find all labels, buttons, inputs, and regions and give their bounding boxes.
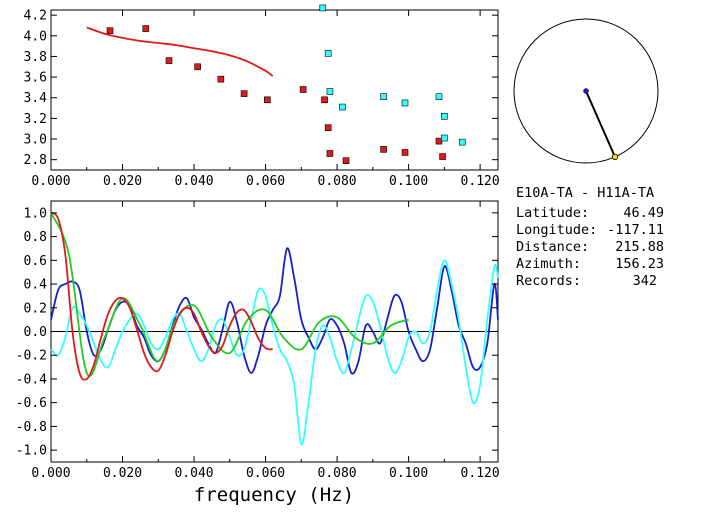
station-target-dot (611, 153, 619, 161)
bottom-panel: 0.000 0.020 0.040 0.060 0.080 0.100 0.120 1.0 0.… (16, 200, 500, 506)
x-tick-label: 0.000 (31, 174, 70, 189)
cyan-series-line (50, 259, 499, 446)
y-tick-label: 2.8 (24, 153, 47, 168)
x-tick-label: 0.100 (389, 466, 428, 481)
x-tick-label: 0.100 (389, 174, 428, 189)
red-data-point (321, 96, 328, 104)
cyan-data-point (380, 93, 387, 101)
y-tick-label: 1.0 (24, 206, 47, 221)
red-data-point (326, 150, 334, 157)
y-tick-label: 3.0 (24, 133, 47, 148)
red-data-point (324, 124, 332, 131)
x-axis-title: frequency (Hz) (194, 484, 354, 506)
red-data-point (401, 149, 409, 156)
red-data-point (342, 157, 350, 165)
x-tick-label: 0.120 (461, 174, 500, 189)
x-tick-label: 0.020 (103, 466, 142, 481)
red-series-line (50, 212, 273, 381)
y-tick-label: 4.2 (24, 9, 47, 24)
y-tick-label: -1.0 (16, 444, 47, 459)
x-tick-label: 0.060 (246, 174, 285, 189)
latitude-label: Latitude: (516, 205, 589, 221)
cyan-data-point (326, 88, 334, 95)
station-info: E10A-TA - H11A-TA Latitude: 46.49 Longit… (516, 185, 664, 289)
latitude-value: 46.49 (623, 205, 664, 221)
x-tick-label: 0.040 (174, 174, 213, 189)
y-tick-label: -0.6 (16, 396, 47, 411)
azimuth-label: Azimuth: (516, 256, 581, 272)
cyan-data-point (339, 103, 346, 111)
records-label: Records: (516, 273, 581, 289)
red-data-point (194, 63, 201, 71)
cyan-data-point (441, 113, 448, 120)
red-data-point (106, 27, 114, 34)
top-panel-frame (50, 9, 499, 171)
cyan-data-point (435, 93, 443, 101)
cyan-data-point (401, 99, 409, 107)
x-tick-label: 0.000 (31, 466, 70, 481)
longitude-label: Longitude: (516, 222, 597, 238)
cyan-data-point (319, 4, 327, 12)
azimuth-value: 156.23 (615, 256, 664, 272)
red-data-point (299, 86, 307, 93)
red-data-point (217, 75, 225, 83)
y-tick-label: 3.2 (24, 112, 47, 127)
y-tick-label: 0.4 (24, 278, 48, 293)
red-data-point (264, 96, 271, 104)
red-data-point (439, 153, 446, 160)
red-data-point (380, 146, 387, 153)
x-tick-label: 0.080 (318, 174, 357, 189)
y-tick-label: 0.2 (24, 301, 47, 316)
x-tick-label: 0.040 (174, 466, 213, 481)
red-data-point (142, 25, 150, 32)
y-tick-label: -0.8 (16, 420, 47, 435)
top-panel: 0.000 0.020 0.040 0.060 0.080 0.100 0.120 2.8 3.… (24, 4, 500, 189)
y-tick-label: 0.8 (24, 230, 47, 245)
distance-label: Distance: (516, 239, 589, 255)
azimuth-line (585, 90, 616, 158)
y-tick-label: 3.6 (24, 71, 47, 86)
cyan-data-point (324, 50, 332, 57)
records-value: 342 (633, 273, 657, 289)
cyan-data-point (441, 134, 448, 142)
longitude-value: -117.11 (607, 222, 664, 238)
y-tick-label: 3.4 (24, 91, 48, 106)
azimuth-compass (513, 18, 659, 164)
cyan-data-point (458, 138, 466, 146)
x-tick-label: 0.080 (318, 466, 357, 481)
y-tick-label: 0.6 (24, 254, 47, 269)
x-tick-label: 0.120 (461, 466, 500, 481)
station-pair: E10A-TA - H11A-TA (516, 185, 654, 201)
y-tick-label: -0.2 (16, 349, 47, 364)
y-tick-label: 3.8 (24, 50, 47, 65)
distance-value: 215.88 (615, 239, 664, 255)
y-tick-label: -0.4 (16, 372, 47, 387)
x-tick-label: 0.020 (103, 174, 142, 189)
station-origin-dot (583, 88, 589, 94)
red-series-line (86, 26, 274, 77)
x-tick-label: 0.060 (246, 466, 285, 481)
y-tick-label: 0.0 (24, 325, 47, 340)
y-tick-label: 4.0 (24, 29, 47, 44)
red-data-point (240, 90, 248, 97)
red-data-point (165, 57, 173, 64)
green-series-line (50, 212, 409, 377)
